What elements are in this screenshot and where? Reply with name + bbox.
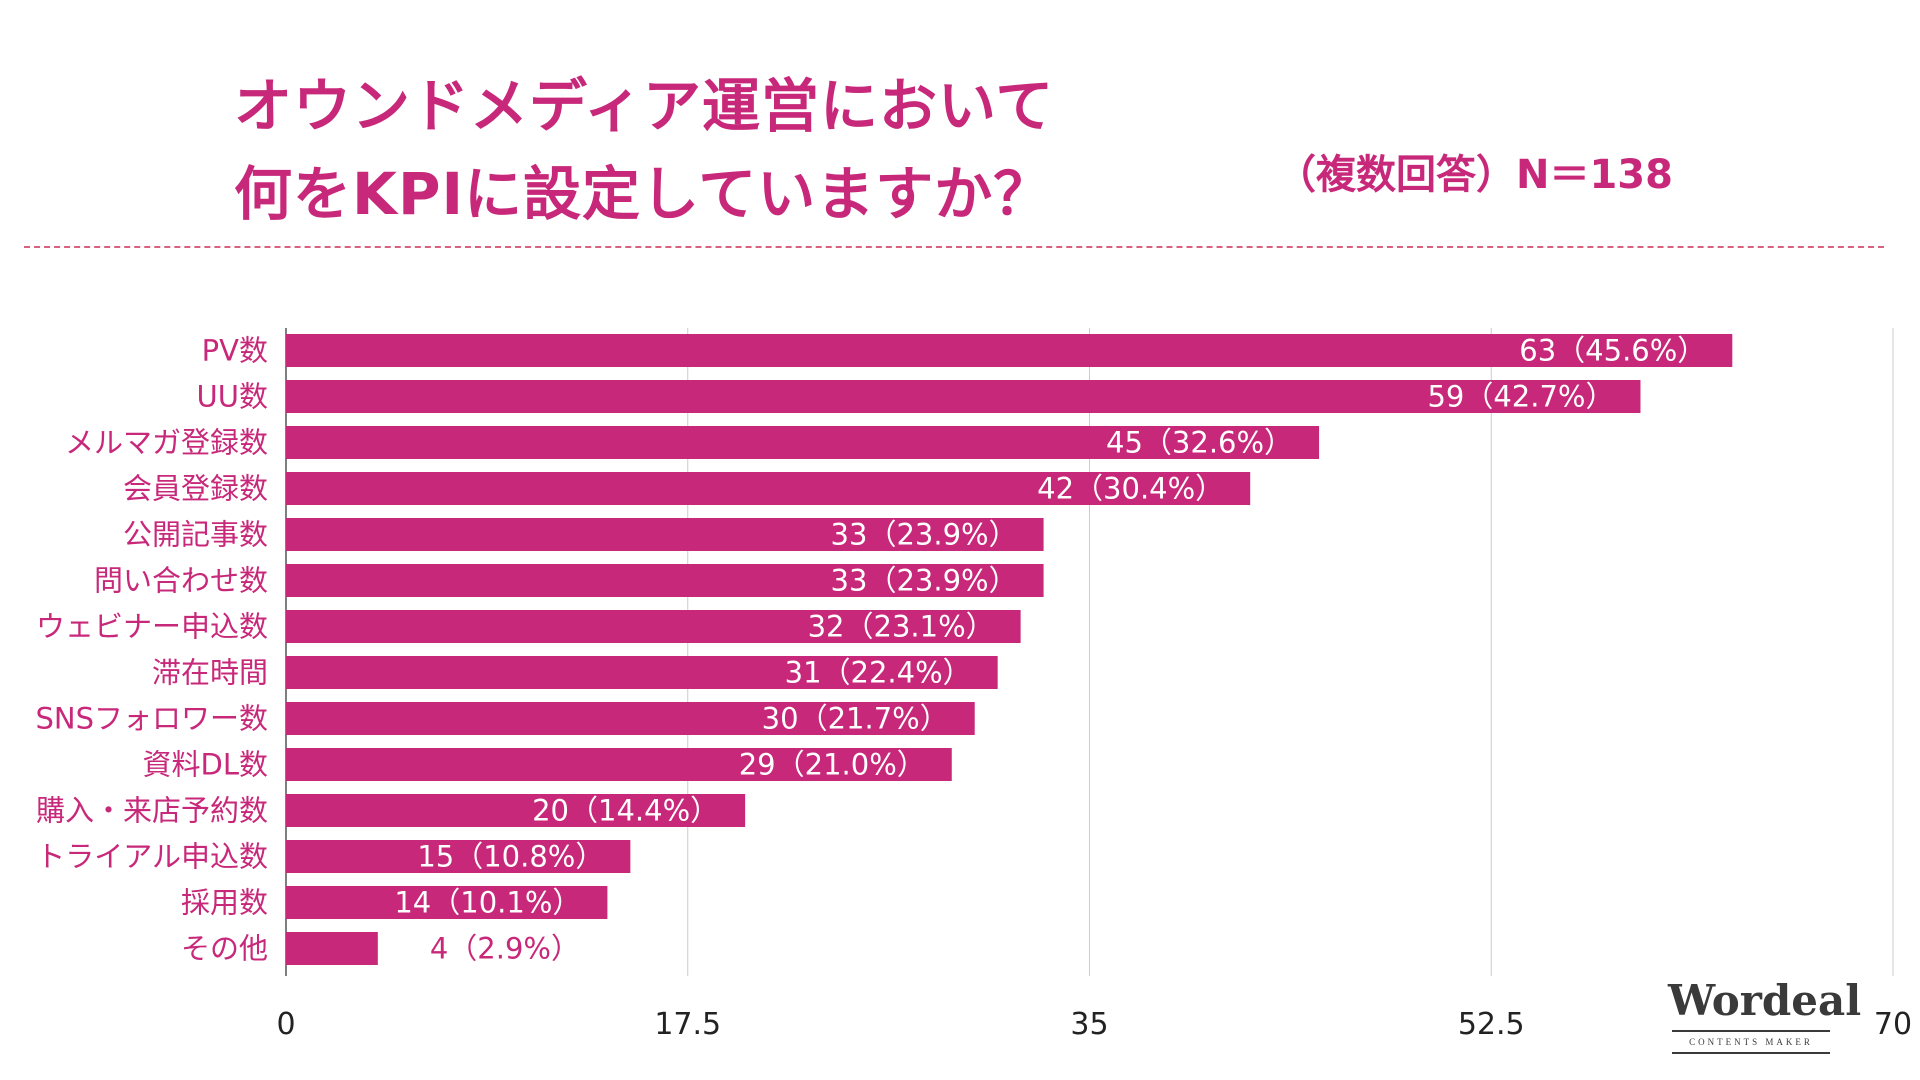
title-line-1: オウンドメディア運営において (234, 72, 1055, 140)
bar (286, 564, 1044, 597)
data-label: 29（21.0%） (739, 748, 926, 782)
category-label: 公開記事数 (123, 518, 268, 552)
category-label: メルマガ登録数 (65, 426, 268, 460)
wordeal-logo: Wordeal CONTENTS MAKER (1668, 976, 1862, 1054)
data-label: 33（23.9%） (831, 518, 1018, 552)
data-label: 30（21.7%） (762, 702, 949, 736)
data-label: 14（10.1%） (394, 886, 581, 920)
logo-word: Wordeal (1668, 976, 1862, 1025)
category-label: 採用数 (181, 886, 268, 920)
dashed-divider (24, 246, 1884, 248)
bar (286, 610, 1021, 643)
category-label: 会員登録数 (123, 472, 268, 506)
bar (286, 886, 608, 919)
category-label: 滞在時間 (152, 656, 268, 690)
bar (286, 748, 952, 781)
category-label: UU数 (197, 380, 268, 414)
bar (286, 334, 1733, 367)
bar (286, 840, 631, 873)
data-label: 59（42.7%） (1427, 380, 1614, 414)
bar (286, 472, 1251, 505)
data-label: 63（45.6%） (1519, 334, 1706, 368)
category-label: 問い合わせ数 (94, 564, 268, 598)
sample-note: （複数回答）N＝138 (1276, 152, 1673, 198)
data-label: 31（22.4%） (785, 656, 972, 690)
data-label: 32（23.1%） (808, 610, 995, 644)
data-label: 33（23.9%） (831, 564, 1018, 598)
data-label: 4（2.9%） (430, 932, 580, 966)
bar (286, 426, 1320, 459)
bar (286, 932, 378, 965)
data-label: 20（14.4%） (532, 794, 719, 828)
bar (286, 702, 975, 735)
category-label: 購入・来店予約数 (36, 794, 268, 828)
logo-tagline: CONTENTS MAKER (1672, 1036, 1830, 1054)
logo-rule (1672, 1030, 1830, 1032)
x-tick-label: 0 (276, 1007, 295, 1042)
category-label: ウェビナー申込数 (36, 610, 268, 644)
x-tick-label: 70 (1874, 1007, 1912, 1042)
data-label: 45（32.6%） (1106, 426, 1293, 460)
category-label: その他 (181, 932, 268, 966)
data-label: 15（10.8%） (417, 840, 604, 874)
chart-title: オウンドメディア運営において 何をKPIに設定していますか？ (234, 62, 1054, 238)
x-tick-label: 52.5 (1458, 1007, 1525, 1042)
category-label: PV数 (202, 334, 268, 368)
title-line-2: 何をKPIに設定していますか？ (234, 160, 1053, 228)
category-label: トライアル申込数 (36, 840, 268, 874)
bar (286, 380, 1641, 413)
category-label: 資料DL数 (143, 748, 269, 782)
bar (286, 656, 998, 689)
bar (286, 518, 1044, 551)
category-label: SNSフォロワー数 (35, 702, 268, 736)
x-tick-label: 17.5 (654, 1007, 721, 1042)
data-label: 42（30.4%） (1037, 472, 1224, 506)
bar (286, 794, 746, 827)
x-tick-label: 35 (1070, 1007, 1108, 1042)
